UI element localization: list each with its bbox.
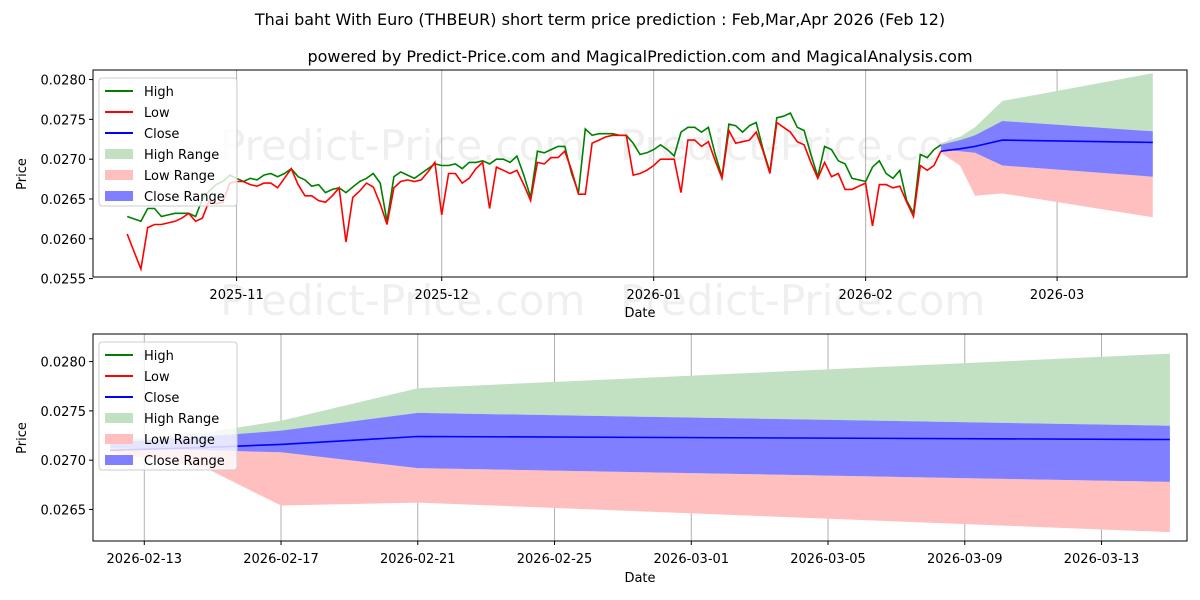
- legend-high-label: High: [144, 85, 174, 100]
- bottom-x-axis: 2026-02-13 2026-02-17 2026-02-21 2026-02-25…: [107, 541, 1140, 567]
- legend-low-range-label: Low Range: [144, 433, 215, 448]
- top-legend: High Low Close High Range Low Range Close Ran…: [98, 77, 238, 207]
- x-tick-label: 2026-03-05: [790, 552, 866, 567]
- y-tick-label: 0.0275: [41, 113, 87, 128]
- legend-box: [98, 341, 238, 471]
- x-tick-label: 2025-12: [415, 288, 469, 303]
- y-tick-label: 0.0255: [41, 273, 87, 288]
- high-range-band: [940, 73, 1153, 145]
- chart-subtitle: powered by Predict-Price.com and Magical…: [307, 47, 972, 66]
- y-tick-label: 0.0270: [41, 454, 87, 469]
- legend-low-label: Low: [144, 370, 170, 385]
- legend-box: [98, 77, 238, 207]
- x-tick-label: 2026-02-25: [517, 552, 593, 567]
- low-range-band: [940, 149, 1153, 218]
- legend-low-range-label: Low Range: [144, 169, 215, 184]
- top-x-axis-label: Date: [624, 306, 655, 321]
- legend-high-range-label: High Range: [144, 412, 219, 427]
- legend-close-range-label: Close Range: [144, 454, 225, 469]
- x-tick-label: 2025-11: [209, 288, 263, 303]
- low-price-line: [126, 121, 942, 272]
- high-price-line: [126, 111, 942, 223]
- close-range-band: [110, 412, 1170, 482]
- bottom-x-axis-label: Date: [624, 571, 655, 586]
- bottom-legend: High Low Close High Range Low Range Close Ran…: [98, 341, 238, 471]
- close-price-line: [940, 139, 1153, 152]
- x-tick-label: 2026-02-21: [380, 552, 456, 567]
- bottom-y-axis: 0.0265 0.0270 0.0275 0.0280: [41, 356, 93, 518]
- forecast-panel: Predict-Price.com Predict-Price.com 0.02…: [15, 333, 1188, 586]
- top-watermarks: Predict-Price.com Predict-Price.com Pred…: [220, 121, 985, 325]
- legend-low-range-swatch: [105, 170, 133, 180]
- close-range-band: [940, 121, 1153, 177]
- low-range-band: [110, 448, 1170, 533]
- x-tick-label: 2026-03-09: [927, 552, 1003, 567]
- chart-title: Thai baht With Euro (THBEUR) short term …: [254, 10, 945, 29]
- legend-low-label: Low: [144, 106, 170, 121]
- watermark-text: Predict-Price.com: [220, 121, 585, 170]
- legend-close-label: Close: [144, 127, 179, 142]
- history-panel: Predict-Price.com Predict-Price.com Pred…: [15, 69, 1188, 325]
- y-tick-label: 0.0265: [41, 193, 87, 208]
- y-tick-label: 0.0280: [41, 356, 87, 371]
- top-range-fills: [940, 73, 1153, 218]
- y-tick-label: 0.0270: [41, 153, 87, 168]
- x-tick-label: 2026-03-01: [654, 552, 730, 567]
- legend-high-range-label: High Range: [144, 148, 219, 163]
- x-tick-label: 2026-03-13: [1064, 552, 1140, 567]
- top-y-axis: 0.0255 0.0260 0.0265 0.0270 0.0275 0.0280: [41, 74, 93, 288]
- y-tick-label: 0.0275: [41, 405, 87, 420]
- legend-high-range-swatch: [105, 413, 133, 423]
- legend-close-range-label: Close Range: [144, 190, 225, 205]
- top-plot-frame: [92, 69, 1188, 278]
- top-x-axis: 2025-11 2025-12 2026-01 2026-02 2026-03: [209, 277, 1084, 303]
- y-tick-label: 0.0260: [41, 233, 87, 248]
- top-price-lines: [126, 111, 1153, 272]
- bottom-range-fills: [110, 353, 1170, 533]
- x-tick-label: 2026-02: [838, 288, 892, 303]
- x-tick-label: 2026-02-17: [243, 552, 319, 567]
- x-tick-label: 2026-02-13: [107, 552, 183, 567]
- legend-low-range-swatch: [105, 434, 133, 444]
- watermark-text: Predict-Price.com: [620, 276, 985, 325]
- legend-close-range-swatch: [105, 455, 133, 465]
- top-y-axis-label: Price: [15, 158, 30, 190]
- legend-close-label: Close: [144, 391, 179, 406]
- bottom-plot-frame: [92, 333, 1188, 542]
- high-range-band: [110, 353, 1170, 443]
- legend-close-range-swatch: [105, 191, 133, 201]
- x-tick-label: 2026-01: [627, 288, 681, 303]
- y-tick-label: 0.0265: [41, 503, 87, 518]
- legend-high-range-swatch: [105, 149, 133, 159]
- legend-high-label: High: [144, 349, 174, 364]
- bottom-y-axis-label: Price: [15, 422, 30, 454]
- y-tick-label: 0.0280: [41, 74, 87, 89]
- watermark-text: Predict-Price.com: [220, 276, 585, 325]
- x-tick-label: 2026-03: [1030, 288, 1084, 303]
